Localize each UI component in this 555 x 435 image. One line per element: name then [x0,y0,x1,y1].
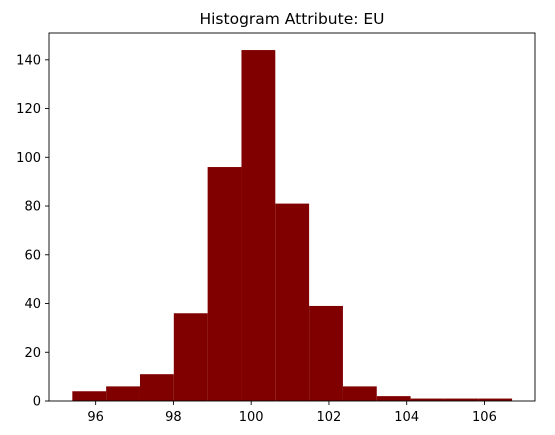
plot-frame [48,32,536,402]
x-tick-label: 98 [165,410,182,425]
histogram-bar [376,396,411,401]
x-tick-label: 106 [472,410,497,425]
x-tick-label: 96 [87,410,104,425]
x-tick-label: 100 [239,410,264,425]
y-tick-label: 20 [24,346,41,361]
chart-title: Histogram Attribute: EU [199,10,384,28]
histogram-bar [72,391,107,401]
histogram-bar [241,50,276,402]
x-tick-label: 102 [317,410,342,425]
y-tick-label: 80 [24,200,41,215]
histogram-bar [207,167,242,401]
histogram-bar [444,398,479,401]
y-tick-label: 120 [16,102,41,117]
bars-group [72,50,513,402]
y-tick-label: 140 [16,53,41,68]
x-axis: 96 98 100 102 104 106 [87,401,497,425]
x-tick-label: 104 [394,410,419,425]
histogram-bar [139,374,174,401]
histogram-bar [309,305,343,401]
y-tick-label: 0 [33,395,41,410]
y-tick-label: 100 [16,151,41,166]
y-tick-label: 60 [24,248,41,263]
histogram-bar [275,203,310,401]
histogram-bar [342,386,377,401]
histogram-bar [173,313,208,401]
y-tick-label: 40 [24,297,41,312]
y-axis: 0 20 40 60 80 100 120 140 [16,53,49,410]
histogram-bar [106,386,140,401]
histogram-bar [410,398,445,401]
histogram-bar [478,398,513,401]
